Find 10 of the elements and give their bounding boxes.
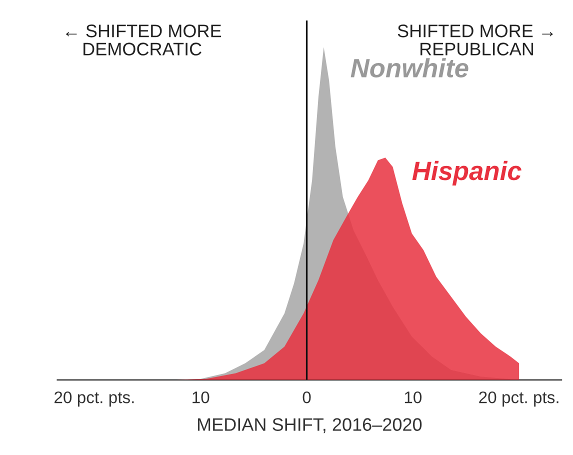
- x-tick-label: 10: [192, 391, 210, 404]
- series-label: Nonwhite: [350, 58, 468, 78]
- annotation: SHIFTED MORE → REPUBLICAN: [398, 24, 553, 56]
- x-tick-label: 20 pct. pts.: [54, 391, 134, 407]
- x-tick-label: 0: [302, 391, 311, 404]
- x-tick-label: 20 pct. pts.: [479, 391, 558, 407]
- x-tick-label: 10: [404, 391, 422, 404]
- annotation: ← SHIFTED MORE DEMOCRATIC: [66, 24, 222, 56]
- series-label: Hispanic: [412, 160, 522, 186]
- x-axis-title: MEDIAN SHIFT, 2016–2020: [198, 418, 422, 434]
